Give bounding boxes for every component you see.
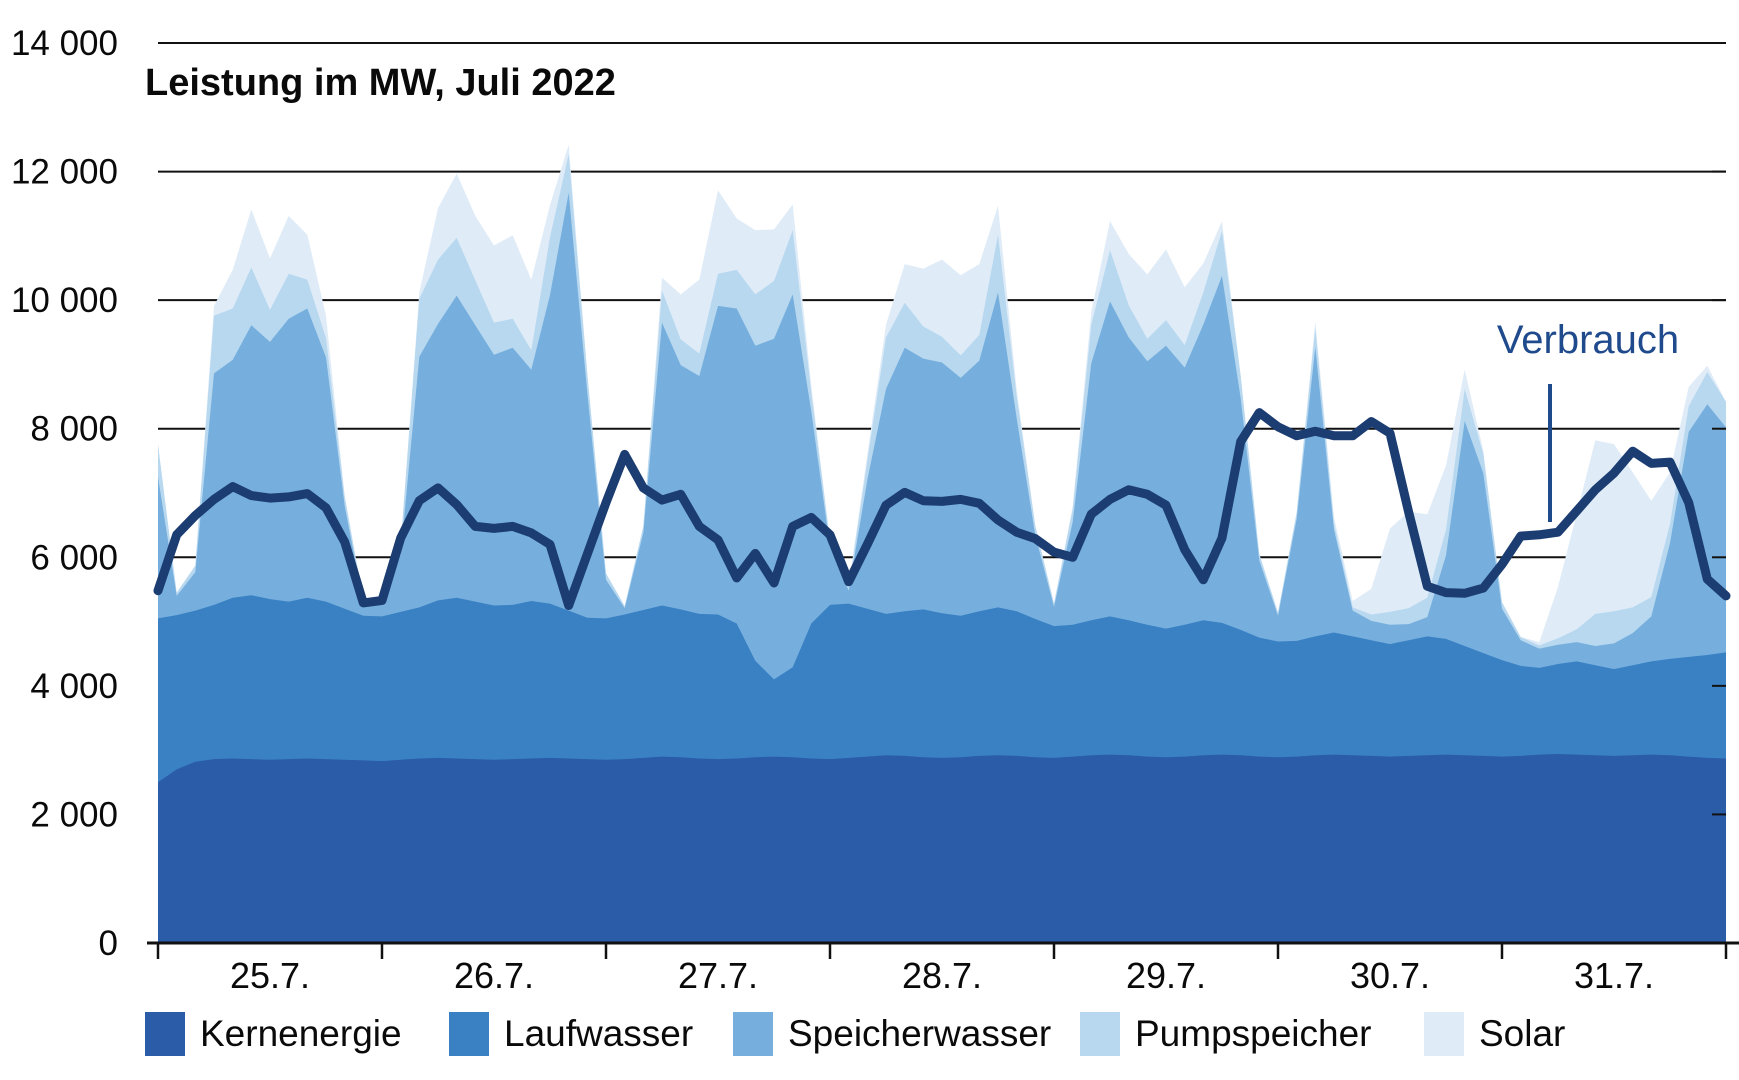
- legend-item-pumpspeicher: Pumpspeicher: [1080, 1012, 1372, 1056]
- area-layers: [158, 144, 1726, 944]
- legend-item-kernenergie: Kernenergie: [145, 1012, 402, 1056]
- y-tick-label: 4 000: [30, 667, 118, 706]
- right-edge-ticks: [1712, 170, 1726, 816]
- legend-swatch-solar: [1424, 1012, 1464, 1056]
- consumption-line-group: [153, 408, 1731, 610]
- legend-swatch-kernenergie: [145, 1012, 185, 1056]
- legend-label: Solar: [1479, 1013, 1566, 1054]
- x-tick-label: 28.7.: [902, 955, 982, 996]
- legend-label: Speicherwasser: [788, 1013, 1052, 1054]
- y-tick-label: 8 000: [30, 410, 118, 449]
- x-axis-labels: 25.7. 26.7. 27.7. 28.7. 29.7. 30.7. 31.7.: [230, 955, 1654, 996]
- legend-swatch-pumpspeicher: [1080, 1012, 1120, 1056]
- y-tick-label: 10 000: [11, 281, 118, 320]
- legend-label: Kernenergie: [200, 1013, 402, 1054]
- x-tick-label: 25.7.: [230, 955, 310, 996]
- x-tick-label: 29.7.: [1126, 955, 1206, 996]
- x-tick-label: 30.7.: [1350, 955, 1430, 996]
- legend: Kernenergie Laufwasser Speicherwasser Pumps…: [0, 1012, 1739, 1072]
- y-tick-label: 12 000: [11, 153, 118, 192]
- chart-title: Leistung im MW, Juli 2022: [145, 62, 616, 104]
- x-tick-label: 27.7.: [678, 955, 758, 996]
- y-tick-label: 14 000: [11, 24, 118, 63]
- legend-label: Laufwasser: [504, 1013, 694, 1054]
- verbrauch-annotation-pointer-line: [1548, 384, 1552, 522]
- legend-swatch-speicherwasser: [733, 1012, 773, 1056]
- x-tick-label: 31.7.: [1574, 955, 1654, 996]
- x-tick-label: 26.7.: [454, 955, 534, 996]
- y-tick-label: 2 000: [30, 795, 118, 834]
- legend-item-laufwasser: Laufwasser: [449, 1012, 693, 1056]
- x-axis: [147, 941, 1739, 959]
- y-tick-label: 0: [99, 924, 118, 963]
- y-axis-labels: 0 2 000 4 000 6 000 8 000 10 000 12 000 14 000: [11, 24, 118, 963]
- y-tick-label: 6 000: [30, 538, 118, 577]
- legend-item-speicherwasser: Speicherwasser: [733, 1012, 1051, 1056]
- legend-item-solar: Solar: [1424, 1012, 1565, 1056]
- legend-label: Pumpspeicher: [1135, 1013, 1372, 1054]
- consumption-line: [153, 408, 1731, 610]
- legend-swatch-laufwasser: [449, 1012, 489, 1056]
- verbrauch-annotation-label: Verbrauch: [1496, 318, 1680, 362]
- area-kernenergie: [158, 754, 1726, 943]
